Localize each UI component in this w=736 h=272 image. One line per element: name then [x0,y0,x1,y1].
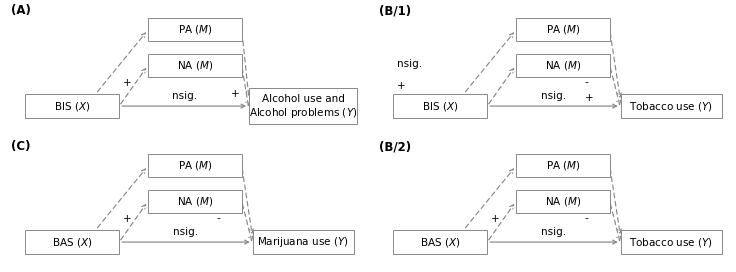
Text: NA ($\mathit{M}$): NA ($\mathit{M}$) [177,195,213,208]
FancyBboxPatch shape [393,230,487,254]
Text: NA ($\mathit{M}$): NA ($\mathit{M}$) [545,59,581,72]
Text: (C): (C) [11,140,30,153]
Text: (A): (A) [11,4,31,17]
Text: (B/2): (B/2) [379,140,411,153]
Text: BIS ($\mathit{X}$): BIS ($\mathit{X}$) [54,100,91,113]
FancyBboxPatch shape [516,54,609,77]
FancyBboxPatch shape [148,154,241,177]
FancyBboxPatch shape [620,230,721,254]
Text: NA ($\mathit{M}$): NA ($\mathit{M}$) [545,195,581,208]
Text: Tobacco use ($\mathit{Y}$): Tobacco use ($\mathit{Y}$) [629,236,713,249]
Text: +: + [584,93,593,103]
FancyBboxPatch shape [516,154,609,177]
FancyBboxPatch shape [252,230,353,254]
Text: Alcohol use and: Alcohol use and [261,94,344,104]
Text: nsig.: nsig. [173,227,199,237]
FancyBboxPatch shape [516,18,609,41]
FancyBboxPatch shape [620,94,721,118]
Text: NA ($\mathit{M}$): NA ($\mathit{M}$) [177,59,213,72]
Text: +: + [397,81,406,91]
Text: +: + [123,78,132,88]
Text: Alcohol problems ($\mathit{Y}$): Alcohol problems ($\mathit{Y}$) [249,106,358,120]
Text: BAS ($\mathit{X}$): BAS ($\mathit{X}$) [420,236,461,249]
Text: PA ($\mathit{M}$): PA ($\mathit{M}$) [545,159,580,172]
Text: -: - [216,213,220,223]
Text: PA ($\mathit{M}$): PA ($\mathit{M}$) [177,159,212,172]
Text: nsig.: nsig. [397,59,422,69]
Text: PA ($\mathit{M}$): PA ($\mathit{M}$) [177,23,212,36]
Text: +: + [491,214,500,224]
Text: BIS ($\mathit{X}$): BIS ($\mathit{X}$) [422,100,459,113]
Text: BAS ($\mathit{X}$): BAS ($\mathit{X}$) [52,236,93,249]
Text: +: + [123,214,132,224]
Text: Marijuana use ($\mathit{Y}$): Marijuana use ($\mathit{Y}$) [258,235,349,249]
FancyBboxPatch shape [25,230,119,254]
Text: nsig.: nsig. [541,227,567,237]
Text: nsig.: nsig. [171,91,197,101]
FancyBboxPatch shape [148,54,241,77]
Text: (B/1): (B/1) [379,4,411,17]
Text: PA ($\mathit{M}$): PA ($\mathit{M}$) [545,23,580,36]
FancyBboxPatch shape [148,18,241,41]
Text: -: - [584,77,588,87]
FancyBboxPatch shape [25,94,119,118]
FancyBboxPatch shape [393,94,487,118]
FancyBboxPatch shape [148,190,241,213]
FancyBboxPatch shape [516,190,609,213]
Text: nsig.: nsig. [541,91,567,101]
Text: -: - [584,213,588,223]
FancyBboxPatch shape [249,88,357,124]
Text: Tobacco use ($\mathit{Y}$): Tobacco use ($\mathit{Y}$) [629,100,713,113]
Text: +: + [231,89,240,99]
